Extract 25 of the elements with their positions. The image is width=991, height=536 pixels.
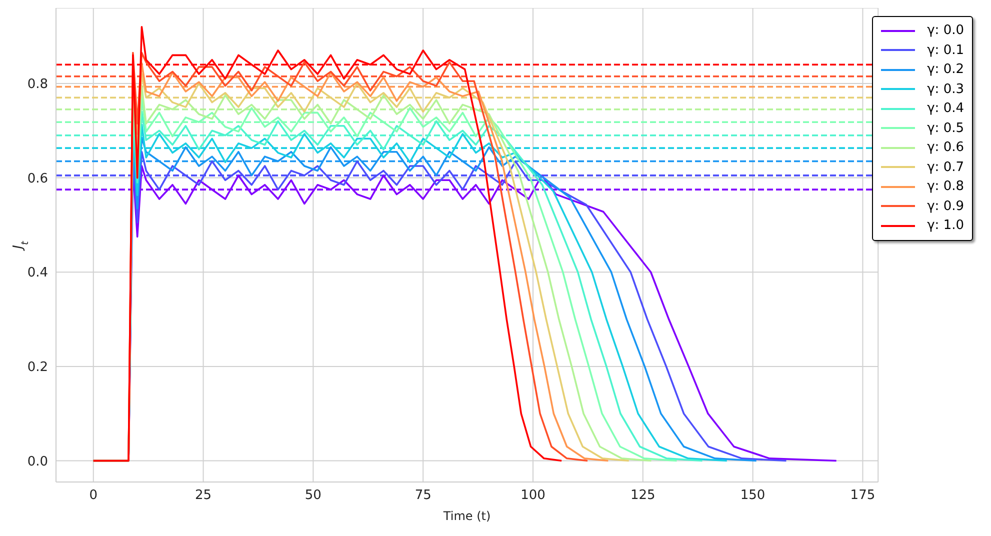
y-tick-label: 0.6: [27, 171, 48, 186]
x-tick-label: 100: [520, 488, 546, 504]
legend-label: γ: 0.8: [927, 179, 964, 194]
x-tick-label: 125: [630, 488, 656, 504]
y-tick-label: 0.4: [27, 266, 48, 281]
x-tick-label: 150: [740, 488, 766, 504]
legend-label: γ: 0.3: [927, 82, 964, 97]
legend-label: γ: 0.4: [927, 101, 964, 116]
x-tick-label: 175: [850, 488, 876, 504]
x-tick-label: 50: [304, 488, 322, 504]
x-axis-title: Time (t): [442, 509, 491, 523]
legend-label: γ: 1.0: [927, 218, 964, 234]
legend-label: γ: 0.0: [927, 23, 964, 38]
legend-label: γ: 0.1: [927, 42, 964, 58]
legend-label: γ: 0.2: [927, 62, 964, 78]
legend-label: γ: 0.5: [927, 120, 964, 136]
legend-label: γ: 0.6: [927, 140, 964, 156]
x-tick-label: 25: [195, 488, 212, 504]
y-tick-label: 0.8: [27, 77, 48, 92]
y-tick-label: 0.0: [27, 454, 48, 470]
x-tick-label: 0: [89, 488, 98, 504]
legend-label: γ: 0.7: [927, 160, 964, 175]
legend-label: γ: 0.9: [927, 198, 964, 214]
x-tick-label: 75: [414, 488, 432, 504]
y-tick-label: 0.2: [27, 360, 48, 376]
